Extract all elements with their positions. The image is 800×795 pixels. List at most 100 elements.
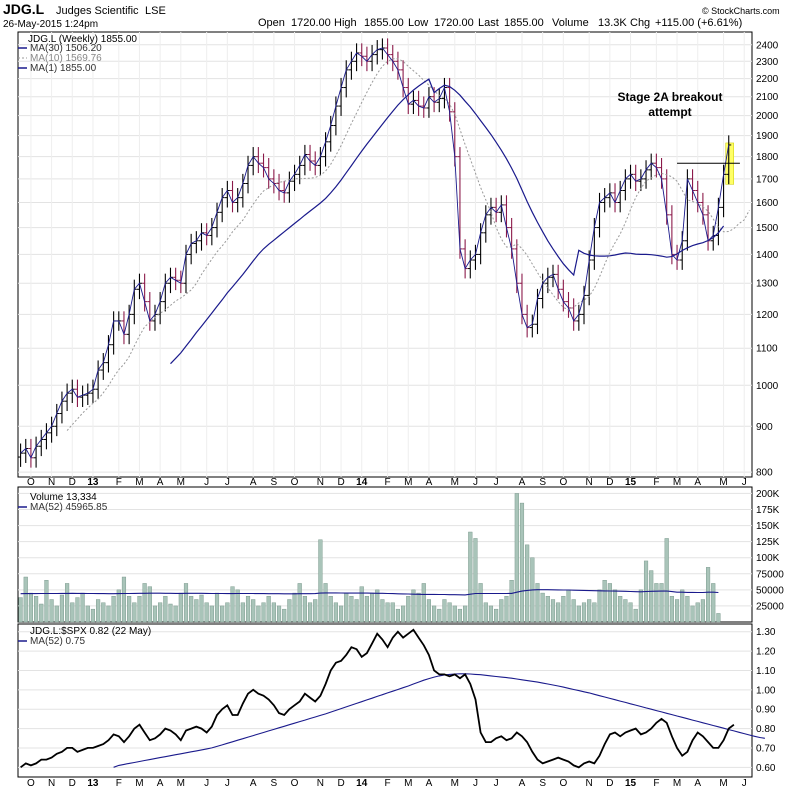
volume-bar bbox=[282, 608, 287, 623]
legend-ratio: JDG.L:$SPX 0.82 (22 May) bbox=[30, 626, 151, 637]
legend-price: JDG.L (Weekly) 1855.00 bbox=[28, 34, 137, 45]
volume-bar bbox=[581, 602, 587, 623]
volume-bar bbox=[597, 589, 602, 623]
volume-value: 13.3K bbox=[598, 17, 627, 29]
volume-bar bbox=[695, 602, 700, 623]
price-axis-tick: 1400 bbox=[756, 250, 779, 261]
x-axis-tick: J bbox=[494, 477, 499, 488]
volume-bar bbox=[276, 605, 282, 623]
volume-bar bbox=[463, 605, 468, 623]
x-axis-tick: M bbox=[451, 778, 459, 789]
volume-bar bbox=[137, 596, 142, 623]
low-value: 1720.00 bbox=[434, 17, 474, 29]
volume-bar bbox=[49, 599, 54, 623]
x-axis-tick: 13 bbox=[87, 477, 99, 488]
volume-bar bbox=[194, 599, 199, 623]
volume-bar bbox=[152, 605, 158, 623]
volume-axis-tick: 50000 bbox=[756, 585, 784, 596]
change-label: Chg bbox=[630, 17, 650, 29]
volume-bar bbox=[106, 605, 111, 623]
price-axis-tick: 2000 bbox=[756, 111, 779, 122]
volume-bar bbox=[158, 602, 163, 623]
x-axis-tick: N bbox=[586, 477, 593, 488]
volume-bar bbox=[674, 599, 680, 623]
volume-bar bbox=[96, 599, 101, 623]
x-axis-tick: J bbox=[742, 477, 747, 488]
x-axis-tick: 13 bbox=[87, 778, 99, 789]
x-axis-tick: J bbox=[742, 778, 747, 789]
volume-bar bbox=[75, 597, 80, 623]
volume-bar bbox=[28, 592, 33, 623]
chart-date: 26-May-2015 1:24pm bbox=[3, 19, 98, 30]
volume-bar bbox=[509, 580, 514, 623]
volume-bar bbox=[395, 608, 400, 623]
high-label: High bbox=[334, 17, 357, 29]
x-axis-tick: M bbox=[673, 778, 681, 789]
x-axis-tick: O bbox=[291, 778, 299, 789]
volume-legend: Volume 13,334 MA(52) 45965.85 bbox=[18, 492, 108, 513]
volume-bar bbox=[307, 602, 313, 623]
volume-bar bbox=[209, 605, 214, 623]
x-axis-tick: N bbox=[317, 477, 324, 488]
ratio-axis-tick: 1.00 bbox=[756, 685, 776, 696]
volume-bar bbox=[344, 592, 349, 623]
volume-bar bbox=[623, 599, 628, 623]
volume-bar bbox=[385, 602, 390, 623]
volume-bar bbox=[178, 592, 183, 623]
volume-bar bbox=[313, 599, 318, 623]
volume-bar bbox=[349, 596, 354, 623]
x-axis-tick: D bbox=[337, 477, 344, 488]
volume-axis-tick: 175K bbox=[756, 505, 780, 516]
x-axis-tick: S bbox=[271, 778, 278, 789]
x-axis-tick: M bbox=[404, 778, 412, 789]
x-axis-tick: O bbox=[27, 477, 35, 488]
volume-bar bbox=[333, 602, 338, 623]
x-axis-tick: D bbox=[337, 778, 344, 789]
volume-bar bbox=[59, 594, 64, 623]
ratio-legend: JDG.L:$SPX 0.82 (22 May) MA(52) 0.75 bbox=[18, 626, 151, 647]
volume-bar bbox=[339, 605, 344, 623]
volume-bar bbox=[240, 602, 245, 623]
price-axis-tick: 800 bbox=[756, 468, 773, 479]
volume-bar bbox=[80, 592, 85, 623]
volume-bar bbox=[654, 583, 659, 623]
volume-bar bbox=[328, 596, 333, 623]
volume-bar bbox=[706, 567, 711, 623]
volume-bar bbox=[235, 589, 240, 623]
ratio-line bbox=[20, 628, 735, 769]
price-axis-tick: 1900 bbox=[756, 131, 779, 142]
x-axis-tick: F bbox=[116, 477, 122, 488]
volume-bar bbox=[556, 602, 561, 623]
volume-bar bbox=[468, 531, 473, 623]
x-axis-tick: O bbox=[291, 477, 299, 488]
x-axis-tick: A bbox=[694, 778, 701, 789]
x-axis-tick: S bbox=[539, 778, 546, 789]
volume-bar bbox=[302, 596, 307, 623]
x-axis-tick: D bbox=[606, 778, 613, 789]
low-label: Low bbox=[408, 17, 428, 29]
volume-bar bbox=[488, 605, 494, 623]
x-axis-tick: M bbox=[719, 477, 727, 488]
x-axis-tick: M bbox=[404, 477, 412, 488]
volume-bar bbox=[370, 592, 375, 623]
volume-bar bbox=[390, 602, 395, 623]
volume-bar bbox=[90, 608, 96, 623]
volume-bar bbox=[230, 586, 235, 623]
volume-ma52-line bbox=[20, 589, 719, 596]
legend-ma30: MA(30) 1506.20 bbox=[30, 43, 102, 54]
watermark: © StockCharts.com bbox=[702, 6, 780, 16]
volume-bar bbox=[292, 592, 297, 623]
volume-axis-tick: 75000 bbox=[756, 569, 784, 580]
volume-bar bbox=[65, 583, 70, 623]
x-axis-tick: D bbox=[69, 778, 76, 789]
x-axis-tick: D bbox=[69, 477, 76, 488]
x-axis-tick: N bbox=[48, 477, 55, 488]
price-axis-tick: 1800 bbox=[756, 152, 779, 163]
ratio-axis-tick: 1.30 bbox=[756, 627, 776, 638]
volume-bar bbox=[127, 596, 132, 623]
x-axis-tick: J bbox=[225, 477, 230, 488]
volume-axis-tick: 125K bbox=[756, 537, 780, 548]
volume-bar bbox=[499, 599, 504, 623]
volume-bar bbox=[432, 605, 437, 623]
